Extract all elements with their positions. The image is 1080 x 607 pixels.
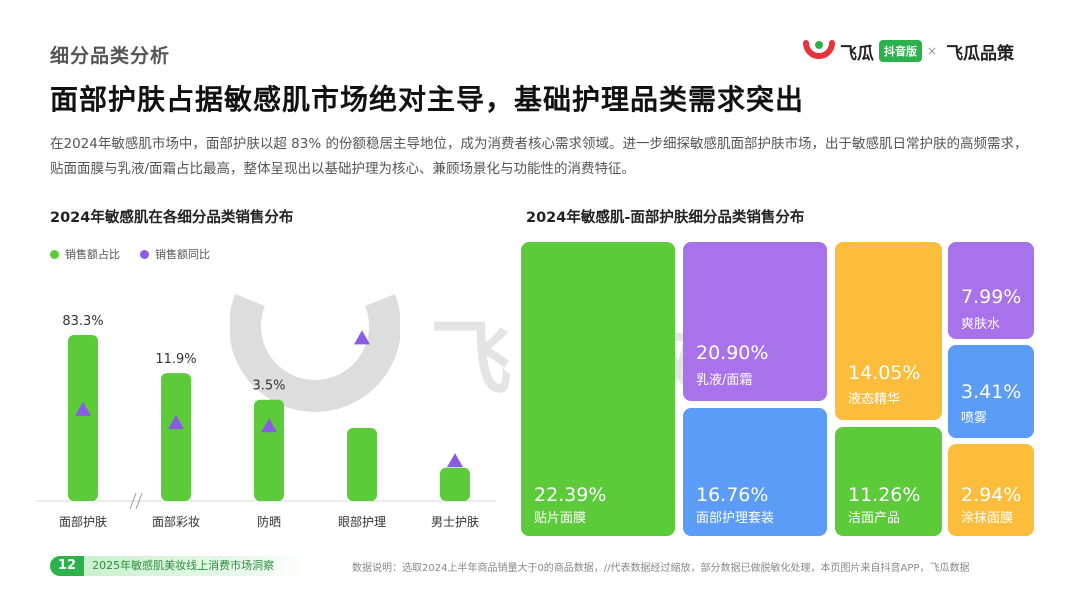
bar-data-label: 3.5% xyxy=(252,379,285,394)
page-title: 面部护肤占据敏感肌市场绝对主导，基础护理品类需求突出 xyxy=(50,83,805,116)
logo-brand-2: 飞瓜品策 xyxy=(946,43,1015,64)
legend-dot-green-icon xyxy=(50,249,59,259)
bar-chart-title: 2024年敏感肌在各细分品类销售分布 xyxy=(50,210,294,226)
data-note: 数据说明：选取2024上半年商品销量大于0的商品数据，//代表数据经过缩放，部分… xyxy=(352,563,970,574)
treemap-label: 乳液/面霜 xyxy=(696,373,753,388)
treemap-value: 14.05% xyxy=(848,362,921,384)
treemap-label: 涂抹面膜 xyxy=(961,511,1014,526)
legend-label: 销售额同比 xyxy=(155,248,210,261)
logo-separator: × xyxy=(927,44,938,58)
treemap-tile-5: 11.26% 洁面产品 xyxy=(835,427,942,536)
treemap-tile-4: 14.05% 液态精华 xyxy=(835,242,942,420)
legend-label: 销售额占比 xyxy=(65,248,120,261)
treemap-tile-7: 3.41% 喷雾 xyxy=(948,345,1034,438)
bar-3 xyxy=(254,399,284,501)
treemap-label: 面部护理套装 xyxy=(696,511,775,526)
legend-item-share: 销售额占比 xyxy=(50,246,120,262)
treemap-label: 洁面产品 xyxy=(848,511,901,526)
axis-break-mark xyxy=(135,492,143,510)
treemap-label: 液态精华 xyxy=(848,392,901,407)
bar-4 xyxy=(347,427,377,501)
treemap-title: 2024年敏感肌-面部护肤细分品类销售分布 xyxy=(526,210,805,226)
feigua-logo-icon xyxy=(803,40,835,59)
category-tick-label: 防晒 xyxy=(257,514,281,529)
treemap-tile-1: 22.39% 贴片面膜 xyxy=(521,242,675,536)
bar-2 xyxy=(161,373,191,501)
footer-badge: 12 2025年敏感肌美妆线上消费市场洞察 xyxy=(50,556,305,576)
bar-5 xyxy=(440,467,470,501)
treemap-value: 22.39% xyxy=(534,484,607,506)
treemap-value: 11.26% xyxy=(848,484,921,506)
yoy-triangle-marker xyxy=(447,453,463,468)
yoy-triangle-marker xyxy=(261,418,277,433)
treemap-value: 7.99% xyxy=(961,286,1022,308)
bar-data-label: 11.9% xyxy=(155,352,196,367)
yoy-triangle-marker xyxy=(75,401,91,416)
bar-1 xyxy=(68,335,98,501)
treemap-value: 20.90% xyxy=(696,342,769,364)
yoy-triangle-marker xyxy=(168,414,184,429)
treemap-value: 3.41% xyxy=(961,381,1022,403)
treemap-tile-6: 7.99% 爽肤水 xyxy=(948,242,1034,339)
page-description: 在2024年敏感肌市场中，面部护肤以超 83% 的份额稳居主导地位，成为消费者核… xyxy=(50,136,1028,177)
axis-break-mark xyxy=(129,492,137,510)
treemap-value: 2.94% xyxy=(961,484,1022,506)
category-tick-label: 男士护肤 xyxy=(431,514,479,529)
bar-data-label: 83.3% xyxy=(62,314,103,329)
treemap-tile-2: 20.90% 乳液/面霜 xyxy=(683,242,827,401)
bar-chart: 83.3% 面部护肤 11.9% 面部彩妆 3.5% 防晒 眼部护理 男士护肤 xyxy=(36,314,496,529)
treemap-tile-3: 16.76% 面部护理套装 xyxy=(683,408,827,536)
treemap-tile-8: 2.94% 涂抹面膜 xyxy=(948,444,1034,536)
bar-chart-legend: 销售额占比 销售额同比 xyxy=(50,246,230,262)
legend-item-yoy: 销售额同比 xyxy=(140,246,210,262)
brand-logo: 飞瓜 抖音版 × 飞瓜品策 xyxy=(802,37,1014,65)
page-number: 12 xyxy=(50,556,85,576)
category-tick-label: 面部护肤 xyxy=(59,514,107,529)
legend-dot-purple-icon xyxy=(140,249,149,259)
logo-badge: 抖音版 xyxy=(879,40,922,62)
treemap-value: 16.76% xyxy=(696,484,769,506)
yoy-triangle-marker xyxy=(354,330,370,345)
logo-brand-1: 飞瓜 xyxy=(840,43,874,64)
report-name: 2025年敏感肌美妆线上消费市场洞察 xyxy=(84,556,305,576)
treemap-label: 爽肤水 xyxy=(961,317,1001,332)
treemap-label: 贴片面膜 xyxy=(534,511,587,526)
category-tick-label: 面部彩妆 xyxy=(152,514,200,529)
section-label: 细分品类分析 xyxy=(50,45,171,67)
treemap-label: 喷雾 xyxy=(961,411,988,426)
category-tick-label: 眼部护理 xyxy=(338,514,386,529)
